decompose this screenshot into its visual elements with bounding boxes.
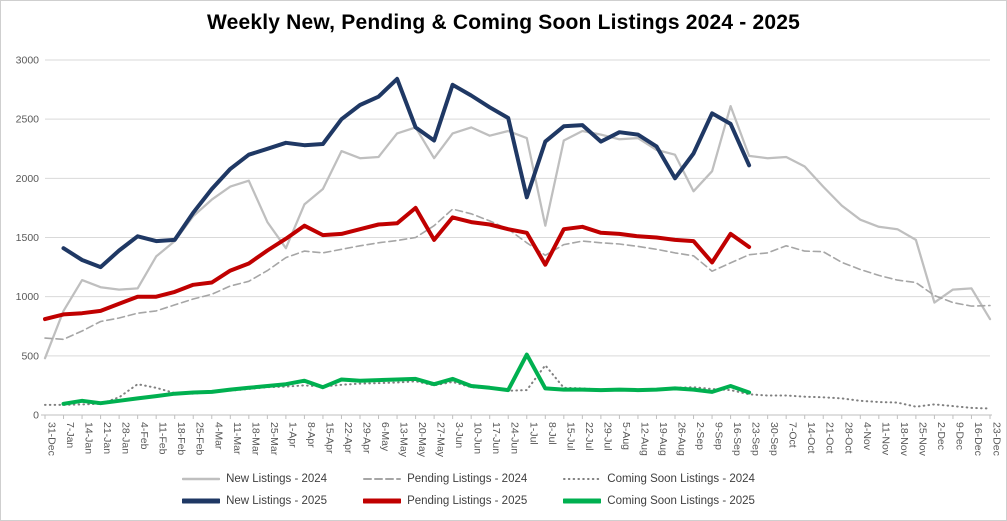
legend-row-2024: New Listings - 2024 Pending Listings - 2…: [1, 470, 1006, 488]
x-tick-label: 21-Oct: [824, 422, 836, 454]
x-tick-label: 15-Apr: [323, 422, 335, 454]
chart-title: Weekly New, Pending & Coming Soon Listin…: [206, 11, 801, 34]
x-tick-label: 25-Feb: [194, 422, 206, 455]
y-tick-label: 1000: [16, 291, 40, 303]
x-tick-label: 9-Dec: [953, 422, 965, 450]
x-tick-label: 11-Feb: [157, 422, 169, 455]
y-tick-label: 2000: [16, 173, 40, 185]
x-tick-label: 30-Sep: [768, 422, 780, 456]
x-tick-label: 1-Jul: [527, 422, 539, 445]
series-line-new-listings-2025: [61, 76, 752, 270]
x-tick-label: 19-Aug: [657, 422, 669, 456]
x-tick-label: 6-May: [379, 422, 391, 452]
x-tick-label: 23-Dec: [991, 422, 1003, 456]
legend-item-coming-soon-listings-2025: Coming Soon Listings - 2025: [563, 495, 755, 507]
legend-label: Pending Listings - 2024: [407, 473, 528, 485]
x-tick-label: 26-Aug: [676, 422, 688, 456]
x-tick-label: 8-Jul: [546, 422, 558, 445]
x-tick-label: 9-Sep: [713, 422, 725, 450]
x-tick-label: 4-Mar: [212, 422, 224, 450]
series-line-coming-soon-listings-2025: [61, 352, 752, 406]
x-tick-label: 27-May: [435, 422, 447, 458]
x-tick-label: 25-Nov: [916, 422, 928, 457]
legend-label: Coming Soon Listings - 2024: [607, 473, 755, 485]
x-tick-label: 28-Oct: [842, 422, 854, 454]
x-tick-label: 16-Sep: [731, 422, 743, 456]
legend-item-pending-listings-2024: Pending Listings - 2024: [363, 473, 527, 485]
y-tick-label: 1500: [16, 232, 40, 244]
x-tick-label: 20-May: [416, 422, 428, 458]
x-tick-label: 16-Dec: [972, 422, 984, 456]
x-tick-label: 1-Apr: [286, 422, 298, 448]
y-tick-label: 500: [21, 350, 39, 362]
x-tick-label: 23-Sep: [750, 422, 762, 456]
x-tick-label: 13-May: [398, 422, 410, 458]
series-line-pending-listings-2025: [43, 205, 752, 322]
legend-item-new-listings-2025: New Listings - 2025: [182, 495, 327, 507]
y-tick-label: 2500: [16, 114, 40, 126]
legend-item-new-listings-2024: New Listings - 2024: [182, 473, 327, 485]
x-tick-label: 2-Dec: [935, 422, 947, 450]
x-tick-label: 25-Mar: [268, 422, 280, 456]
x-tick-label: 2-Sep: [694, 422, 706, 450]
x-tick-label: 28-Jan: [120, 422, 132, 454]
pending-2025-line-swatch-icon: [363, 498, 402, 504]
pending-2024-dashed-line-swatch-icon: [363, 478, 402, 480]
legend-item-pending-listings-2025: Pending Listings - 2025: [363, 495, 527, 507]
x-tick-label: 15-Jul: [564, 422, 576, 451]
legend-label: Coming Soon Listings - 2025: [607, 495, 755, 507]
y-tick-label: 0: [33, 410, 39, 422]
x-tick-label: 18-Nov: [898, 422, 910, 457]
x-tick-label: 18-Mar: [249, 422, 261, 456]
legend-row-2025: New Listings - 2025 Pending Listings - 2…: [1, 492, 1006, 510]
legend-label: Pending Listings - 2025: [407, 495, 528, 507]
x-tick-label: 31-Dec: [46, 422, 58, 456]
x-tick-label: 17-Jun: [490, 422, 502, 454]
x-tick-label: 7-Oct: [787, 422, 799, 448]
legend-label: New Listings - 2025: [226, 495, 328, 507]
x-tick-label: 4-Nov: [861, 422, 873, 451]
x-tick-label: 24-Jun: [509, 422, 521, 454]
series-line-pending-listings-2024: [44, 208, 991, 341]
x-tick-label: 3-Jun: [453, 422, 465, 448]
x-tick-label: 21-Jan: [101, 422, 113, 454]
x-tick-label: 22-Apr: [342, 422, 354, 454]
x-tick-label: 12-Aug: [638, 422, 650, 456]
x-tick-label: 7-Jan: [64, 422, 76, 448]
new-2024-line-swatch-icon: [182, 477, 221, 481]
y-tick-label: 3000: [16, 55, 40, 67]
x-tick-label: 4-Feb: [138, 422, 150, 450]
x-tick-label: 5-Aug: [620, 422, 632, 450]
legend-item-coming-soon-listings-2024: Coming Soon Listings - 2024: [563, 473, 755, 485]
series-line-new-listings-2024: [43, 104, 992, 360]
x-tick-label: 14-Jan: [83, 422, 95, 454]
x-tick-label: 29-Jul: [601, 422, 613, 451]
x-tick-label: 18-Feb: [175, 422, 187, 455]
x-tick-label: 11-Nov: [879, 422, 891, 456]
x-tick-label: 10-Jun: [472, 422, 484, 454]
coming-soon-2025-line-swatch-icon: [563, 498, 602, 504]
x-tick-label: 8-Apr: [305, 422, 317, 448]
x-tick-label: 22-Jul: [583, 422, 595, 451]
legend-label: New Listings - 2024: [226, 473, 328, 485]
coming-soon-2024-dotted-line-swatch-icon: [563, 478, 602, 480]
new-2025-line-swatch-icon: [182, 498, 221, 504]
x-tick-label: 14-Oct: [805, 422, 817, 454]
x-tick-label: 29-Apr: [361, 422, 373, 454]
x-tick-label: 11-Mar: [231, 422, 243, 455]
